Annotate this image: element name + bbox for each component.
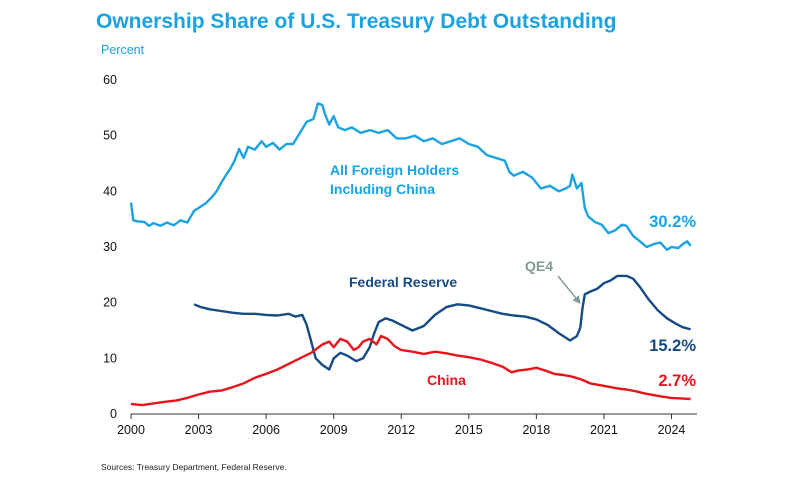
y-tick-label: 0 xyxy=(110,407,117,421)
source-note: Sources: Treasury Department, Federal Re… xyxy=(101,462,287,472)
fed-label: Federal Reserve xyxy=(349,274,457,290)
y-tick-label: 50 xyxy=(103,129,117,143)
y-tick-label: 30 xyxy=(103,240,117,254)
y-tick-label: 10 xyxy=(103,351,117,365)
qe4-arrow xyxy=(557,275,581,305)
x-tick-label: 2018 xyxy=(522,423,550,437)
foreign-end-label: 30.2% xyxy=(649,213,696,231)
line-chart: 2000 2003 2006 2009 2012 2015 2018 2021 2024 0 10 2… xyxy=(103,73,697,437)
x-tick-label: 2003 xyxy=(185,423,213,437)
china-label: China xyxy=(427,372,466,388)
x-tick-label: 2024 xyxy=(658,423,686,437)
foreign-label-line: All Foreign Holders xyxy=(330,162,459,178)
x-tick-label: 2000 xyxy=(117,423,145,437)
foreign-label-line: Including China xyxy=(330,181,435,197)
fed-end-label: 15.2% xyxy=(649,337,696,355)
chart-subtitle: Percent xyxy=(101,43,145,57)
series-line-china xyxy=(130,334,691,407)
x-tick-label: 2015 xyxy=(455,423,483,437)
y-tick-label: 40 xyxy=(103,184,117,198)
y-tick-label: 20 xyxy=(103,296,117,310)
series-line-foreign xyxy=(129,102,692,251)
series-line-fed xyxy=(193,274,691,371)
qe4-annotation-label: QE4 xyxy=(525,258,553,274)
y-tick-label: 60 xyxy=(103,73,117,87)
x-tick-label: 2021 xyxy=(590,423,618,437)
x-tick-label: 2006 xyxy=(252,423,280,437)
x-tick-label: 2012 xyxy=(387,423,415,437)
chart-title: Ownership Share of U.S. Treasury Debt Ou… xyxy=(96,10,617,33)
x-tick-label: 2009 xyxy=(320,423,348,437)
china-end-label: 2.7% xyxy=(658,372,696,390)
